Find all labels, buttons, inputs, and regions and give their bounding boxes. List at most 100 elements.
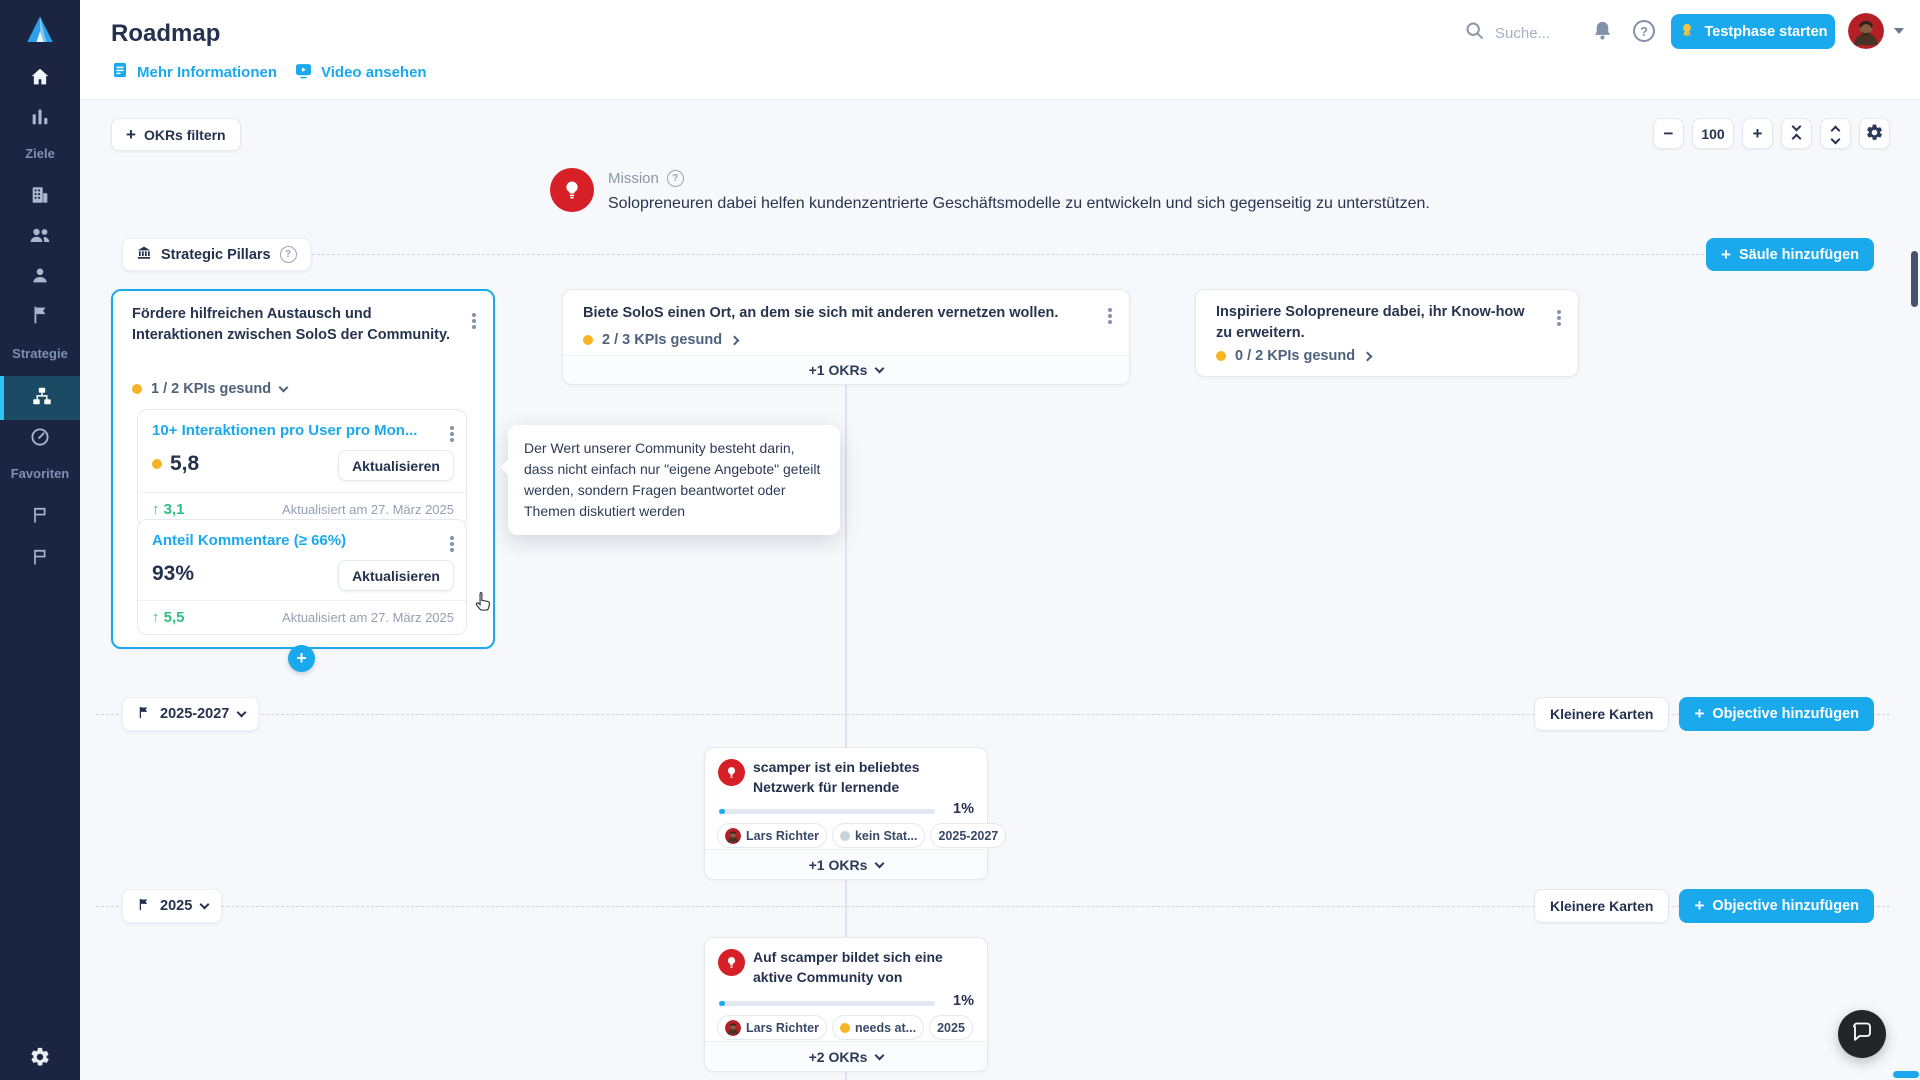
- kpi-footer: ↑ 3,1 Aktualisiert am 27. März 2025: [138, 492, 466, 526]
- period-chip-2025-2027[interactable]: 2025-2027: [122, 697, 260, 731]
- user-avatar[interactable]: [1848, 13, 1884, 49]
- period-chip[interactable]: 2025-2027: [930, 823, 1007, 848]
- owner-chip[interactable]: Lars Richter: [717, 1015, 827, 1040]
- kpi-card-1[interactable]: 10+ Interaktionen pro User pro Mon... 5,…: [137, 409, 467, 527]
- zoom-out-button[interactable]: −: [1653, 118, 1684, 149]
- status-label: kein Stat...: [854, 828, 918, 843]
- strategic-pillars-chip[interactable]: Strategic Pillars ?: [122, 238, 311, 271]
- account-menu-caret-icon[interactable]: [1894, 28, 1904, 34]
- progress-fill: [719, 1001, 726, 1006]
- kpi-trend-value: 3,1: [163, 501, 185, 518]
- watch-video-label: Video ansehen: [321, 64, 427, 81]
- objective-bulb-icon: [718, 759, 745, 786]
- smaller-cards-button[interactable]: Kleinere Karten: [1533, 697, 1670, 731]
- objective-card[interactable]: scamper ist ein beliebtes Netzwerk für l…: [704, 747, 1007, 880]
- period-chip-2025[interactable]: 2025: [122, 889, 223, 923]
- collapse-all-button[interactable]: [1781, 118, 1812, 149]
- search-icon: [1464, 20, 1485, 46]
- pillar-card-3[interactable]: Inspiriere Solopreneure dabei, ihr Know-…: [1195, 289, 1579, 377]
- sidebar-item-profile[interactable]: [0, 256, 80, 296]
- strategic-pillars-label: Strategic Pillars: [161, 246, 271, 263]
- kebab-menu-icon[interactable]: [450, 432, 454, 436]
- filter-okrs-button[interactable]: + OKRs filtern: [111, 118, 241, 151]
- kebab-menu-icon[interactable]: [1108, 314, 1112, 318]
- sidebar-item-home[interactable]: [0, 58, 80, 98]
- expand-icon: [1830, 124, 1841, 145]
- sidebar-item-goals-flag[interactable]: [0, 296, 80, 336]
- sidebar-item-dashboards[interactable]: [0, 98, 80, 138]
- status-chip[interactable]: needs at...: [831, 1015, 925, 1040]
- pillar-card-2[interactable]: Biete SoloS einen Ort, an dem sie sich m…: [562, 289, 1130, 385]
- kpi-summary[interactable]: 2 / 3 KPIs gesund: [583, 332, 740, 348]
- question-icon[interactable]: ?: [279, 246, 297, 263]
- help-button[interactable]: ?: [1633, 20, 1655, 42]
- kebab-menu-icon[interactable]: [450, 542, 454, 546]
- flag-outline-icon: [30, 505, 50, 528]
- progress-label: 1%: [953, 801, 974, 817]
- watch-video-link[interactable]: Video ansehen: [294, 61, 427, 84]
- add-objective-button[interactable]: + Objective hinzufügen: [1679, 697, 1874, 731]
- add-objective-button[interactable]: + Objective hinzufügen: [1679, 889, 1874, 923]
- pillar-card-1[interactable]: Fördere hilfreichen Austausch und Intera…: [111, 289, 495, 649]
- chevron-down-icon: [199, 899, 210, 910]
- app-logo-icon[interactable]: [0, 8, 80, 52]
- add-objective-connector-button[interactable]: +: [288, 645, 315, 672]
- kpi-summary[interactable]: 0 / 2 KPIs gesund: [1216, 348, 1373, 364]
- zoom-in-button[interactable]: +: [1742, 118, 1773, 149]
- document-icon: [111, 61, 129, 83]
- kebab-menu-icon[interactable]: [472, 319, 476, 323]
- kpi-title-link[interactable]: 10+ Interaktionen pro User pro Mon...: [152, 422, 418, 439]
- owner-chip[interactable]: Lars Richter: [717, 823, 827, 848]
- sidebar-favorite-2[interactable]: [0, 538, 80, 578]
- start-trial-button[interactable]: Testphase starten: [1671, 14, 1835, 49]
- kpi-value-number: 93%: [152, 562, 195, 585]
- expand-okrs-footer[interactable]: +1 OKRs: [563, 355, 1129, 384]
- bank-icon: [136, 245, 152, 265]
- objective-card[interactable]: Auf scamper bildet sich eine aktive Comm…: [704, 937, 988, 1072]
- sidebar-section-strategie: Strategie: [12, 346, 68, 361]
- horizontal-scrollbar-thumb[interactable]: [1893, 1071, 1919, 1078]
- flag-icon: [29, 304, 51, 329]
- notifications-button[interactable]: [1591, 19, 1614, 45]
- update-kpi-button[interactable]: Aktualisieren: [338, 450, 454, 481]
- sidebar-item-roadmap-active[interactable]: [0, 376, 80, 420]
- kpi-value: 5,8: [152, 452, 199, 476]
- sidebar-item-settings[interactable]: [0, 1038, 80, 1078]
- owner-name: Lars Richter: [746, 1020, 819, 1035]
- sidebar-favorite-1[interactable]: [0, 496, 80, 536]
- objective-title[interactable]: Auf scamper bildet sich eine aktive Comm…: [753, 949, 943, 990]
- kpi-footer: ↑ 5,5 Aktualisiert am 27. März 2025: [138, 600, 466, 634]
- users-icon: [28, 223, 52, 250]
- vertical-scrollbar-thumb[interactable]: [1911, 251, 1918, 307]
- mission-text: Solopreneuren dabei helfen kundenzentrie…: [608, 195, 1430, 212]
- smaller-cards-button[interactable]: Kleinere Karten: [1533, 889, 1670, 923]
- objective-title[interactable]: scamper ist ein beliebtes Netzwerk für l…: [753, 759, 920, 800]
- sidebar-item-organisation[interactable]: [0, 176, 80, 216]
- expand-all-button[interactable]: [1820, 118, 1851, 149]
- sidebar-item-teams[interactable]: [0, 216, 80, 256]
- question-icon[interactable]: ?: [666, 170, 684, 187]
- question-icon: ?: [1633, 20, 1655, 42]
- search-input[interactable]: Suche...: [1464, 20, 1550, 46]
- search-placeholder: Suche...: [1495, 24, 1551, 42]
- chat-launcher-button[interactable]: [1838, 1010, 1886, 1058]
- add-pillar-button[interactable]: + Säule hinzufügen: [1706, 238, 1874, 271]
- kebab-menu-icon[interactable]: [1557, 316, 1561, 320]
- kpi-value-number: 5,8: [170, 452, 200, 475]
- status-chip[interactable]: kein Stat...: [831, 823, 926, 848]
- flag-outline-icon: [30, 547, 50, 570]
- expand-okrs-footer[interactable]: +1 OKRs: [705, 849, 987, 879]
- progress-bar: [719, 809, 935, 814]
- kpi-summary[interactable]: 1 / 2 KPIs gesund: [132, 381, 289, 397]
- expand-okrs-footer[interactable]: +2 OKRs: [705, 1041, 987, 1071]
- owner-avatar: [725, 827, 741, 844]
- kpi-card-2[interactable]: Anteil Kommentare (≥ 66%) 93% Aktualisie…: [137, 519, 467, 635]
- kpi-title-link[interactable]: Anteil Kommentare (≥ 66%): [152, 532, 347, 549]
- board-settings-button[interactable]: [1859, 118, 1890, 149]
- more-info-link[interactable]: Mehr Informationen: [111, 61, 277, 83]
- sidebar-item-gauge[interactable]: [0, 418, 80, 458]
- update-kpi-button[interactable]: Aktualisieren: [338, 560, 454, 591]
- period-chip[interactable]: 2025: [929, 1015, 973, 1040]
- bell-icon: [1591, 21, 1614, 45]
